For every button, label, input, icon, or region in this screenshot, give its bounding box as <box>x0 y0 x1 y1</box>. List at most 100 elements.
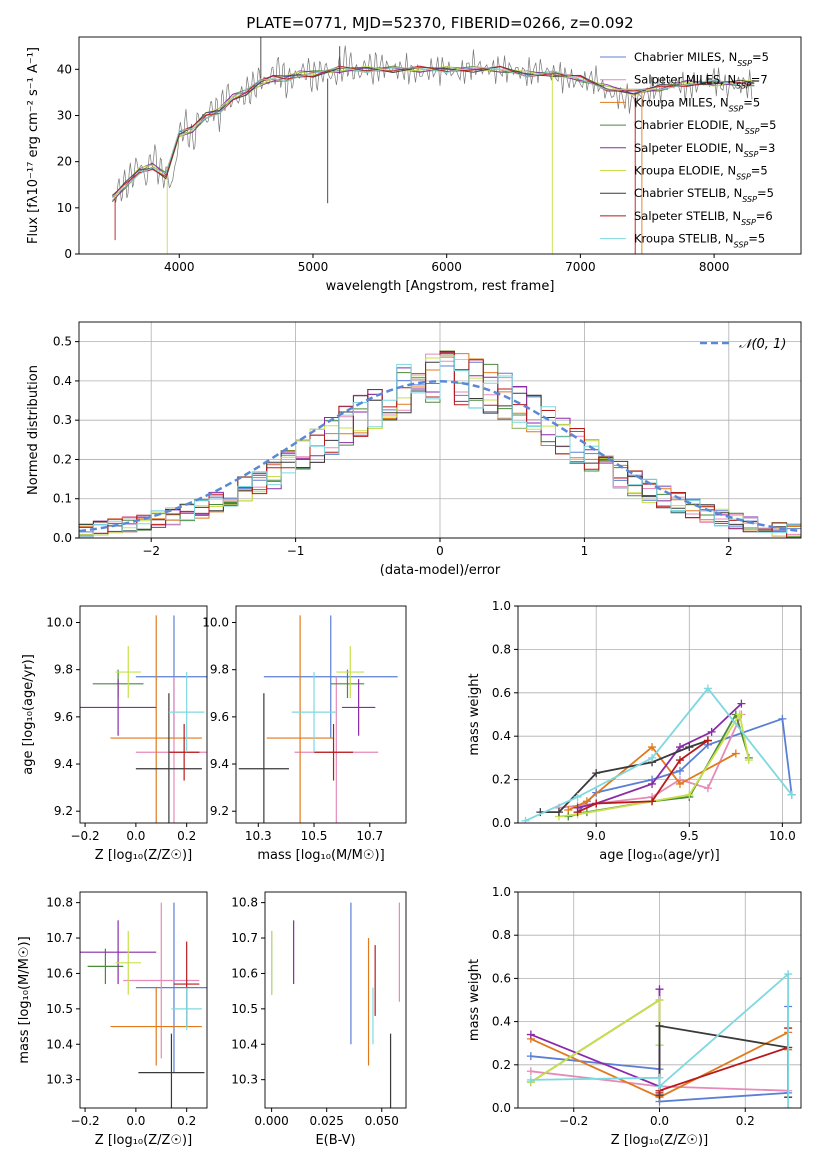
spectrum-ylabel: Flux [fλ10⁻¹⁷ erg cm⁻² s⁻¹ A⁻¹] <box>26 47 41 244</box>
spectrum-xtick-label: 8000 <box>699 260 730 274</box>
weight-marker-8 <box>703 684 712 693</box>
legend-label-0: Chabrier MILES, NSSP=5 <box>634 50 769 68</box>
spectrum-xlabel: wavelength [Angstrom, rest frame] <box>326 279 555 294</box>
weight-marker-8 <box>784 970 793 979</box>
mass_vs_EBV-ytick-label: 10.8 <box>231 896 258 910</box>
weight-marker-8 <box>784 1104 793 1108</box>
weight-line-6 <box>540 739 709 813</box>
spectrum-plot <box>112 37 755 254</box>
mass_vs_EBV-frame <box>264 891 407 1109</box>
legend-label-2: Kroupa MILES, NSSP=5 <box>634 95 760 113</box>
weight-marker-0 <box>778 714 787 723</box>
age_vs_Z-ytick-label: 9.8 <box>54 663 73 677</box>
mass_vs_Z-ytick-label: 10.5 <box>46 1002 73 1016</box>
spectrum-xtick-label: 7000 <box>565 260 596 274</box>
spectrum-frame <box>78 36 802 255</box>
mass_vs_EBV-xtick-label: 0.050 <box>365 1114 399 1128</box>
spectrum-ytick-label: 10 <box>57 201 72 215</box>
mass_vs_EBV-ytick-label: 10.4 <box>231 1037 258 1051</box>
spectrum-legend: Chabrier MILES, NSSP=5 Salpeter MILES, NS… <box>600 50 776 249</box>
weight-marker-4 <box>707 727 716 736</box>
age_vs_mass-ytick-label: 9.4 <box>210 757 229 771</box>
residuals-xtick-label: 0 <box>436 544 444 558</box>
legend-label-5: Kroupa ELODIE, NSSP=5 <box>634 164 768 182</box>
mass_vs_Z-plot <box>80 902 207 1108</box>
age_vs_Z-xtick-label: 0.0 <box>126 829 145 843</box>
mass_vs_Z-xtick-label: 0.0 <box>126 1114 145 1128</box>
mass_vs_Z-ylabel: mass [log₁₀(M/M☉)] <box>17 936 32 1063</box>
weight-line-7 <box>577 739 709 813</box>
weight-marker-8 <box>526 1075 535 1084</box>
mass_weight_vs_age-ytick-label: 0.2 <box>492 773 511 787</box>
spectrum-ytick-label: 40 <box>57 62 72 76</box>
mass_weight_vs_age-ytick-label: 1.0 <box>492 599 511 613</box>
weight-marker-5 <box>655 996 664 1004</box>
age_vs_Z-frame <box>79 605 208 824</box>
weight-marker-2 <box>731 749 740 758</box>
spectrum-xtick-label: 4000 <box>164 260 195 274</box>
mass_weight_vs_Z-ytick-label: 0.4 <box>492 1015 511 1029</box>
weight-marker-4 <box>675 743 684 752</box>
mass_weight_vs_Z-xtick-label: 0.0 <box>650 1114 669 1128</box>
mass_weight_vs_age-ytick-label: 0.4 <box>492 729 511 743</box>
age_vs_Z-plot <box>80 615 207 823</box>
mass_weight_vs_Z-panel: −0.2 0.0 0.2 0.0 0.2 0.4 0.6 0.8 1.0 Z [log₁₀(Z/Z… <box>467 885 802 1148</box>
weight-line-3 <box>568 712 750 818</box>
weight-line-7 <box>658 1028 789 1093</box>
mass_vs_EBV-ytick-label: 10.3 <box>231 1073 258 1087</box>
legend-label-1: Salpeter MILES, NSSP=7 <box>634 73 768 91</box>
age_vs_mass-ytick-label: 9.6 <box>210 710 229 724</box>
weight-marker-7 <box>592 799 601 808</box>
age_vs_Z-xtick-label: 0.2 <box>177 829 196 843</box>
figure-title: PLATE=0771, MJD=52370, FIBERID=0266, z=0… <box>246 14 633 32</box>
weight-marker-1 <box>703 784 712 793</box>
mass_vs_Z-ytick-label: 10.4 <box>46 1037 73 1051</box>
age_vs_mass-xtick-label: 10.7 <box>356 829 383 843</box>
mass_weight_vs_age-ylabel: mass weight <box>467 673 482 755</box>
legend-label-7: Salpeter STELIB, NSSP=6 <box>634 209 773 227</box>
age_vs_mass-ytick-label: 9.8 <box>210 663 229 677</box>
mass_vs_Z-panel: −0.2 0.0 0.2 10.3 10.4 10.5 10.6 10.7 10.8 Z [log… <box>17 891 208 1148</box>
spectrum-xtick-label: 6000 <box>431 260 462 274</box>
mass_weight_vs_Z-ytick-label: 0.2 <box>492 1058 511 1072</box>
weight-line-5 <box>530 998 661 1083</box>
weight-marker-6 <box>685 743 694 752</box>
mass_weight_vs_age-xtick-label: 9.0 <box>587 829 606 843</box>
weight-marker-8 <box>648 753 657 762</box>
residual-hist-8 <box>79 355 801 538</box>
normal-legend-label: 𝒩(0, 1) <box>739 337 786 352</box>
weight-marker-0 <box>675 766 684 775</box>
residuals-plot <box>79 350 801 538</box>
mass_vs_EBV-xtick-label: 0.000 <box>254 1114 288 1128</box>
residuals-ytick-label: 0.2 <box>53 452 72 466</box>
mass_vs_Z-ytick-label: 10.3 <box>46 1073 73 1087</box>
spectrum-xtick-label: 5000 <box>298 260 329 274</box>
legend-label-3: Chabrier ELODIE, NSSP=5 <box>634 118 776 136</box>
age_vs_mass-ytick-label: 10.0 <box>202 616 229 630</box>
legend-label-4: Salpeter ELODIE, NSSP=3 <box>634 141 775 159</box>
mass_vs_EBV-xtick-label: 0.025 <box>310 1114 344 1128</box>
mass_vs_Z-frame <box>79 891 208 1109</box>
mass_vs_Z-xtick-label: 0.2 <box>177 1114 196 1128</box>
mass_weight_vs_age-ytick-label: 0.6 <box>492 686 511 700</box>
residuals-panel: −2 −1 0 1 2 0.0 0.1 0.2 0.3 0.4 0.5 (data-model)/er… <box>26 321 802 578</box>
mass_weight_vs_age-panel: 9.0 9.5 10.0 0.0 0.2 0.4 0.6 0.8 1.0 age [log₁₀(a… <box>467 599 802 863</box>
mass_weight_vs_age-xlabel: age [log₁₀(age/yr)] <box>599 848 720 863</box>
age_vs_mass-xtick-label: 10.5 <box>301 829 328 843</box>
weight-marker-2 <box>582 797 591 806</box>
age_vs_Z-ytick-label: 10.0 <box>46 616 73 630</box>
residuals-ytick-label: 0.0 <box>53 531 72 545</box>
weight-marker-5 <box>735 710 744 719</box>
mass_vs_Z-ytick-label: 10.7 <box>46 931 73 945</box>
weight-marker-8 <box>787 790 796 799</box>
age_vs_mass-panel: 10.3 10.5 10.7 9.2 9.4 9.6 9.8 10.0 mass [log₁₀(… <box>202 605 407 863</box>
mass_weight_vs_age-xtick-label: 9.5 <box>680 829 699 843</box>
weight-marker-7 <box>648 797 657 806</box>
age_vs_mass-xtick-label: 10.3 <box>245 829 272 843</box>
mass_weight_vs_age-plot <box>521 684 796 823</box>
weight-marker-2 <box>675 779 684 788</box>
age_vs_mass-xlabel: mass [log₁₀(M/M☉)] <box>257 848 384 863</box>
mass_weight_vs_Z-plot <box>526 970 793 1108</box>
mass_vs_EBV-panel: 0.000 0.025 0.050 10.3 10.4 10.5 10.6 10.7 10.8 E… <box>231 891 407 1148</box>
